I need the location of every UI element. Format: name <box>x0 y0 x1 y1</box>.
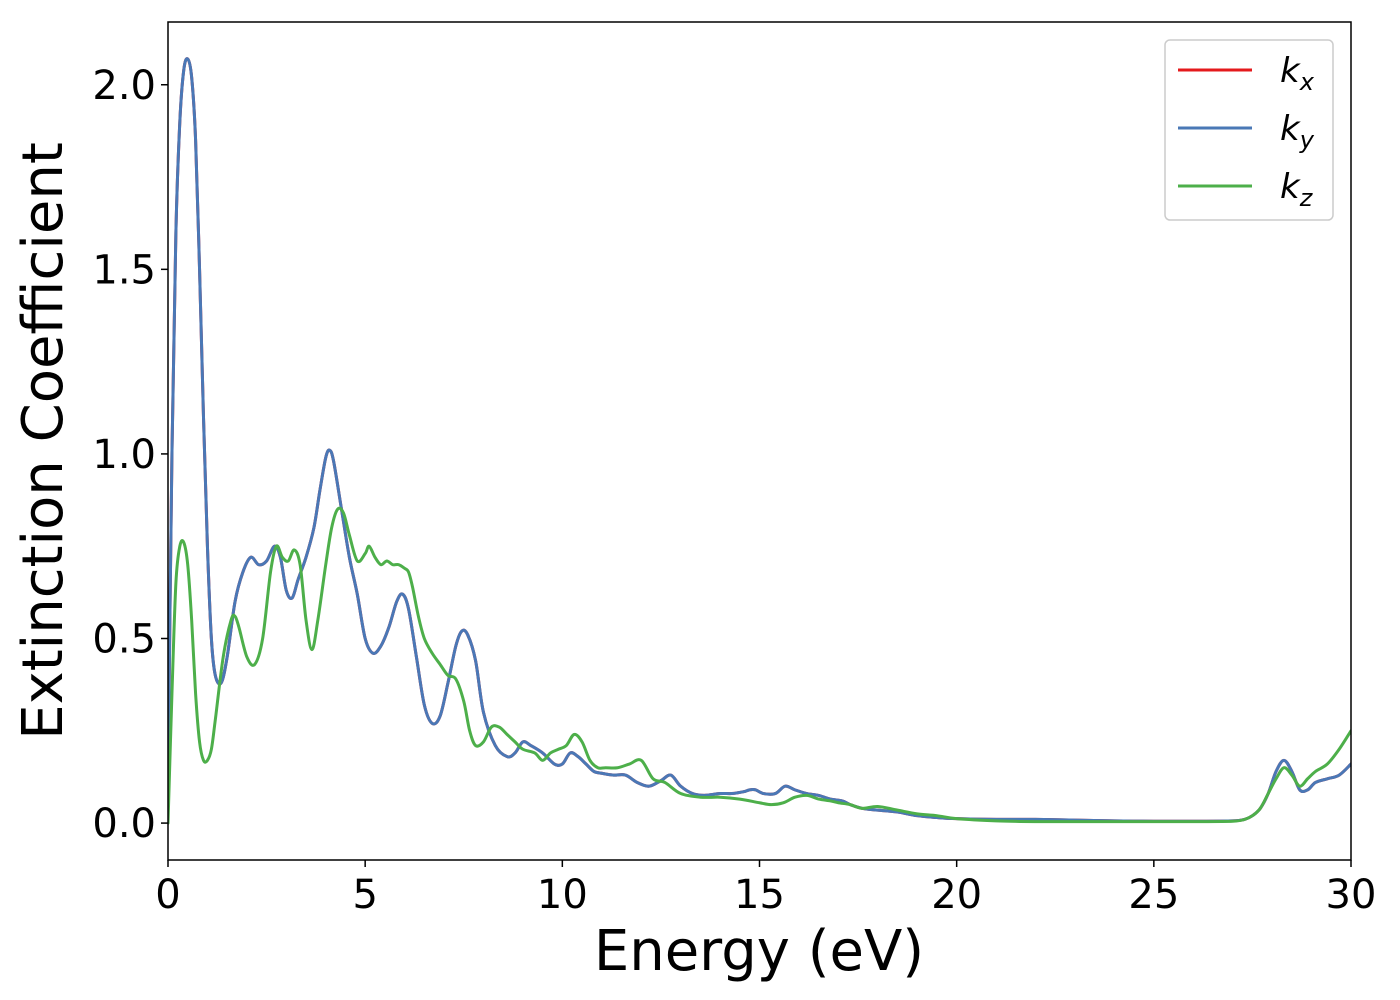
x-tick-label: 0 <box>155 872 180 918</box>
legend-label-kx: kx <box>1280 51 1315 96</box>
y-axis: 0.0 0.5 1.0 1.5 2.0 <box>92 63 168 847</box>
legend-box <box>1164 39 1334 221</box>
x-axis: 0 5 10 15 20 25 30 <box>155 860 1376 918</box>
y-tick-label: 0.0 <box>92 801 156 847</box>
x-tick-label: 5 <box>352 872 377 918</box>
y-tick-label: 0.5 <box>92 617 156 663</box>
legend: kx ky kz <box>1164 39 1334 221</box>
x-axis-title: Energy (eV) <box>594 919 924 984</box>
y-axis-title: Extinction Coefficient <box>11 142 76 740</box>
legend-label-kz: kz <box>1280 167 1314 212</box>
x-tick-label: 20 <box>931 872 982 918</box>
x-tick-label: 25 <box>1128 872 1179 918</box>
x-tick-label: 30 <box>1326 872 1377 918</box>
x-tick-label: 10 <box>537 872 588 918</box>
y-tick-label: 1.0 <box>92 432 156 478</box>
x-tick-label: 15 <box>734 872 785 918</box>
legend-label-ky: ky <box>1280 109 1315 154</box>
series-layer <box>168 57 1351 825</box>
y-tick-label: 1.5 <box>92 247 156 293</box>
y-tick-label: 2.0 <box>92 63 156 109</box>
series-line-kz <box>168 506 1351 825</box>
